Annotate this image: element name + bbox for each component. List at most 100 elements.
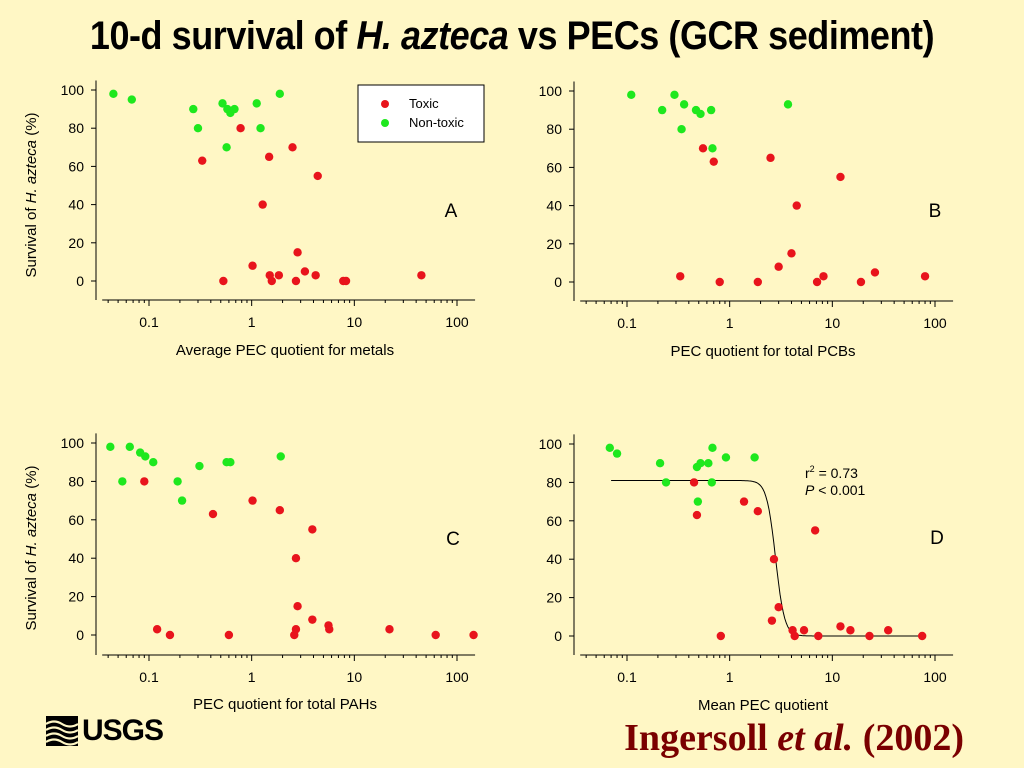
data-point [721,453,731,462]
x-tick-label: 0.1 [617,315,637,331]
data-point [707,478,717,487]
data-point [236,124,245,133]
data-point [267,276,276,286]
data-point [708,144,717,153]
data-point [431,630,440,640]
data-point [291,554,301,563]
legend-marker [381,119,389,127]
legend-marker [381,100,389,108]
x-tick-label: 1 [726,669,734,685]
data-point [814,631,823,641]
data-point [274,271,284,280]
p-label: P [805,482,815,498]
p-value-annotation: P < 0.001 [805,482,866,498]
data-point [792,201,801,210]
data-point [698,144,708,153]
data-point [655,459,665,468]
data-point [677,125,686,134]
citation-etal: et al. [777,717,854,759]
data-point [696,109,705,119]
series-toxic [689,478,927,641]
y-axis-label-species: H. azteca [23,493,40,556]
x-tick-label: 1 [248,669,256,685]
data-point [275,89,285,99]
y-tick-label: 40 [546,198,562,214]
y-tick-label: 20 [68,235,84,251]
data-point [679,100,689,109]
data-point [708,443,717,453]
panel-label: D [930,528,944,549]
data-point [692,510,702,520]
data-point [125,442,134,452]
data-point [693,497,703,506]
x-tick-label: 1 [726,315,734,331]
panel-label: A [445,201,458,222]
data-point [766,153,775,163]
r-label: r [805,465,810,481]
data-point [810,526,820,535]
r-value: = 0.73 [815,465,858,481]
data-point [753,277,763,287]
x-tick-label: 10 [347,669,363,685]
y-tick-label: 100 [539,83,563,99]
x-axis-label: Average PEC quotient for metals [176,342,394,359]
data-point [612,449,622,458]
y-tick-label: 80 [68,473,84,489]
data-point [739,497,749,506]
data-point [248,261,257,270]
data-point [248,496,257,505]
y-axis-label-suffix: (%) [23,112,40,140]
data-point [308,525,317,534]
data-point [198,156,207,165]
y-tick-label: 80 [546,121,562,137]
x-tick-label: 100 [923,315,947,331]
data-point [836,622,845,631]
series-toxic [140,477,478,640]
fit-curve [611,480,924,637]
data-point [417,271,426,280]
data-point [715,277,724,287]
data-point [224,630,234,640]
data-point [385,625,394,634]
p-value: < 0.001 [814,482,865,498]
x-tick-label: 0.1 [139,314,159,330]
data-point [870,268,880,277]
y-axis-label-prefix: Survival of [23,203,40,277]
data-point [252,99,261,108]
y-tick-label: 100 [61,82,85,98]
data-point [605,443,615,453]
data-point [258,200,267,209]
data-point [341,276,351,286]
data-point [696,459,705,468]
data-point [264,152,274,162]
y-tick-label: 100 [61,435,85,451]
legend-box [357,84,485,143]
data-point [767,616,777,625]
data-point [709,157,718,166]
chart-panel-d: 0 20 40 60 80 100 0.1 1 10 100 Mean PEC quotient Dr… [539,434,954,714]
slide-title: 10-d survival of H. azteca vs PECs (GCR … [51,14,973,59]
data-point [256,124,265,133]
data-point [230,104,239,114]
data-point [812,277,822,287]
series-nontoxic [605,443,759,506]
data-point [300,267,310,276]
data-point [118,477,127,486]
logo-text: USGS [82,714,164,747]
data-point [819,272,828,281]
data-point [141,452,150,461]
series-nontoxic [106,442,285,505]
x-axis-label: PEC quotient for total PCBs [670,343,855,360]
x-tick-label: 0.1 [617,669,637,685]
data-point [769,555,779,564]
data-point [275,506,285,515]
usgs-wave-icon [46,716,78,746]
data-point [291,625,301,634]
x-tick-label: 100 [445,314,469,330]
y-tick-label: 20 [68,589,84,605]
data-point [856,277,866,287]
legend-label: Non-toxic [409,115,464,130]
usgs-logo: USGS [46,714,164,748]
data-point [750,453,759,462]
